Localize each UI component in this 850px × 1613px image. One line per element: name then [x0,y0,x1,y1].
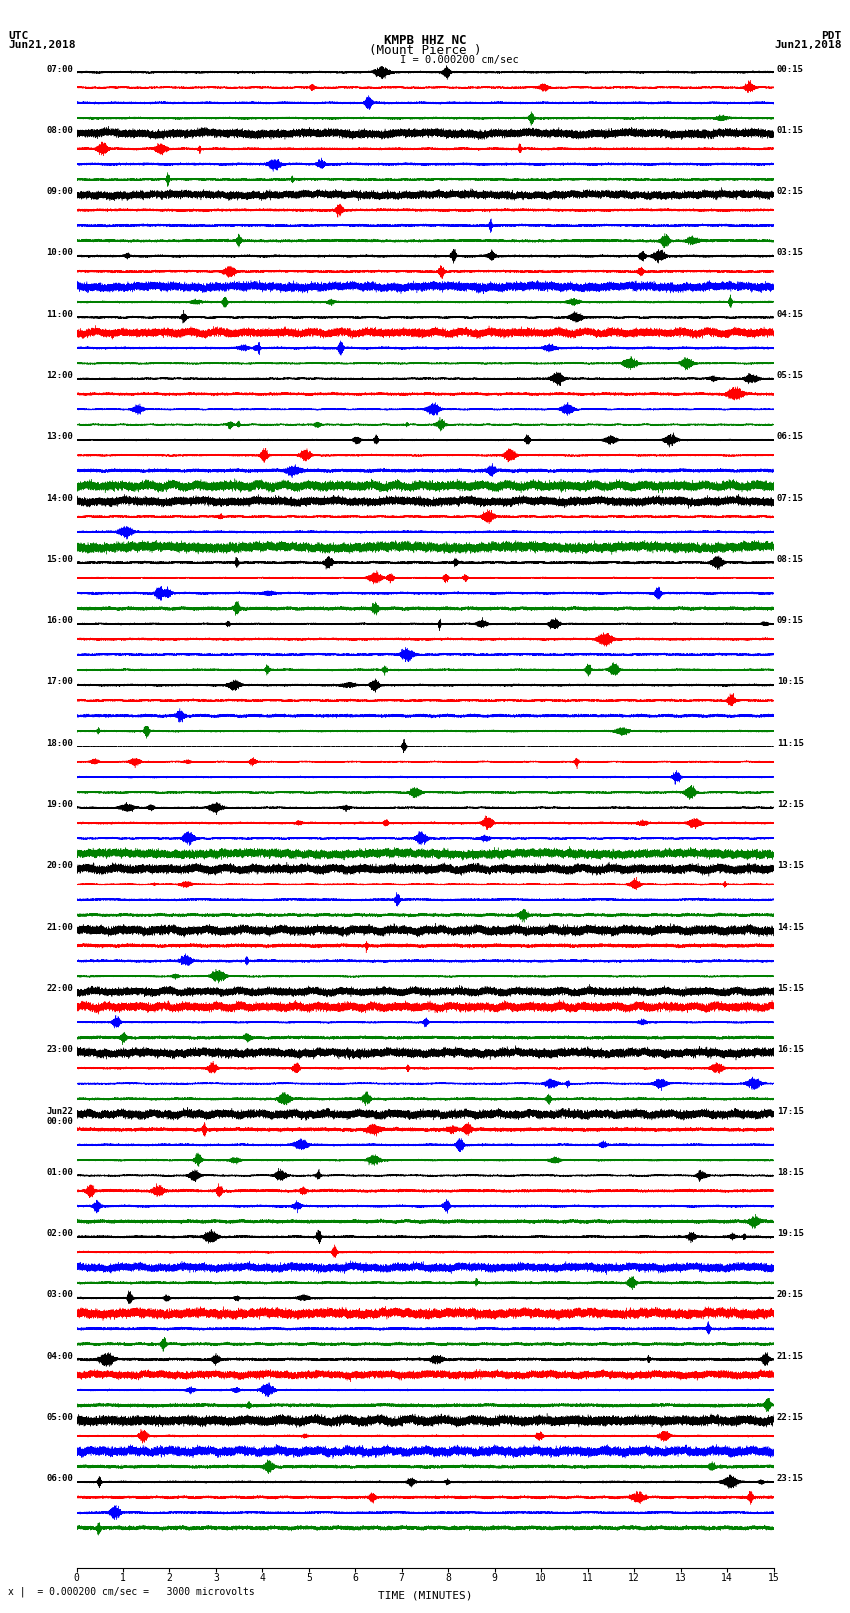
Text: 22:00: 22:00 [46,984,73,994]
Text: (Mount Pierce ): (Mount Pierce ) [369,44,481,56]
Text: 12:00: 12:00 [46,371,73,381]
Text: 22:15: 22:15 [777,1413,804,1423]
Text: 01:00: 01:00 [46,1168,73,1177]
Text: 20:15: 20:15 [777,1290,804,1300]
Text: UTC: UTC [8,31,29,40]
Text: 02:00: 02:00 [46,1229,73,1239]
Text: Jun21,2018: Jun21,2018 [774,40,842,50]
Text: 15:00: 15:00 [46,555,73,565]
Text: I = 0.000200 cm/sec: I = 0.000200 cm/sec [400,55,518,65]
Text: 03:15: 03:15 [777,248,804,258]
Text: KMPB HHZ NC: KMPB HHZ NC [383,34,467,47]
Text: Jun22
00:00: Jun22 00:00 [46,1107,73,1126]
Text: 16:00: 16:00 [46,616,73,626]
Text: 23:15: 23:15 [777,1474,804,1484]
Text: 13:00: 13:00 [46,432,73,442]
Text: 10:00: 10:00 [46,248,73,258]
Text: 07:00: 07:00 [46,65,73,74]
Text: 15:15: 15:15 [777,984,804,994]
Text: 03:00: 03:00 [46,1290,73,1300]
Text: Jun21,2018: Jun21,2018 [8,40,76,50]
Text: 09:15: 09:15 [777,616,804,626]
Text: 18:00: 18:00 [46,739,73,748]
Text: 11:15: 11:15 [777,739,804,748]
Text: 13:15: 13:15 [777,861,804,871]
Text: 05:15: 05:15 [777,371,804,381]
Text: 17:00: 17:00 [46,677,73,687]
Text: 00:15: 00:15 [777,65,804,74]
Text: 16:15: 16:15 [777,1045,804,1055]
Text: 08:15: 08:15 [777,555,804,565]
Text: 04:00: 04:00 [46,1352,73,1361]
Text: 01:15: 01:15 [777,126,804,135]
Text: 11:00: 11:00 [46,310,73,319]
Text: 09:00: 09:00 [46,187,73,197]
Text: 19:15: 19:15 [777,1229,804,1239]
Text: PDT: PDT [821,31,842,40]
Text: 20:00: 20:00 [46,861,73,871]
Text: 14:00: 14:00 [46,494,73,503]
Text: 02:15: 02:15 [777,187,804,197]
Text: 08:00: 08:00 [46,126,73,135]
X-axis label: TIME (MINUTES): TIME (MINUTES) [377,1590,473,1600]
Text: 21:15: 21:15 [777,1352,804,1361]
Text: 05:00: 05:00 [46,1413,73,1423]
Text: 14:15: 14:15 [777,923,804,932]
Text: x |  = 0.000200 cm/sec =   3000 microvolts: x | = 0.000200 cm/sec = 3000 microvolts [8,1586,255,1597]
Text: 10:15: 10:15 [777,677,804,687]
Text: 21:00: 21:00 [46,923,73,932]
Text: 04:15: 04:15 [777,310,804,319]
Text: 12:15: 12:15 [777,800,804,810]
Text: 06:15: 06:15 [777,432,804,442]
Text: 17:15: 17:15 [777,1107,804,1116]
Text: 23:00: 23:00 [46,1045,73,1055]
Text: 19:00: 19:00 [46,800,73,810]
Text: 07:15: 07:15 [777,494,804,503]
Text: 18:15: 18:15 [777,1168,804,1177]
Text: 06:00: 06:00 [46,1474,73,1484]
